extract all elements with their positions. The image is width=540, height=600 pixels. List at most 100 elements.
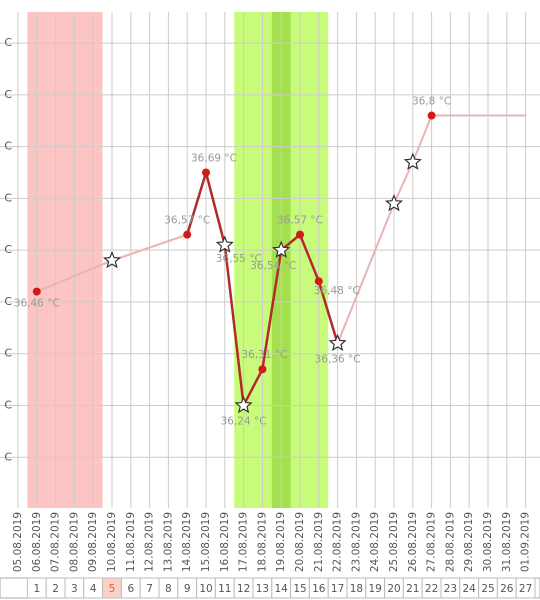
- x-tick-label: 20.08.2019: [294, 512, 306, 572]
- line-segment: [261, 249, 283, 370]
- line-segment: [204, 172, 227, 246]
- day-cell: 13: [256, 583, 269, 595]
- day-cell: 6: [127, 583, 134, 595]
- value-label: 36,57 °C: [164, 215, 210, 227]
- data-point: [258, 365, 267, 374]
- y-tick-label: C: [4, 243, 12, 256]
- day-cell: 2: [52, 583, 59, 595]
- day-cell: 5: [109, 583, 116, 595]
- data-point: [202, 168, 210, 177]
- day-cell: 24: [463, 583, 477, 595]
- y-tick-label: C: [4, 398, 12, 411]
- data-point-star: [234, 395, 253, 414]
- day-cell-box: [515, 577, 536, 599]
- data-point: [32, 287, 41, 296]
- phase-band: [27, 12, 103, 508]
- x-tick-label: 22.08.2019: [332, 512, 344, 572]
- line-segment: [36, 259, 113, 293]
- day-cell: 3: [71, 583, 78, 595]
- y-tick-label: C: [4, 191, 12, 204]
- day-cell: 4: [90, 583, 97, 595]
- day-cell: 8: [165, 583, 172, 595]
- day-cell: 19: [369, 583, 382, 595]
- value-label: 36,55 °C: [216, 253, 262, 265]
- data-point-star: [272, 240, 291, 258]
- day-cell: 11: [218, 583, 231, 595]
- day-cell: 22: [425, 583, 438, 595]
- data-point-star: [215, 235, 234, 253]
- x-tick-label: 26.08.2019: [407, 512, 419, 572]
- x-tick-label: 01.09.2019: [520, 512, 532, 572]
- y-tick-label: C: [4, 347, 12, 360]
- x-tick-label: 19.08.2019: [275, 512, 287, 572]
- day-cell: 26: [500, 583, 514, 595]
- day-cell: 23: [444, 583, 457, 595]
- day-cell: 20: [387, 583, 400, 595]
- x-tick-label: 21.08.2019: [313, 512, 325, 572]
- x-tick-label: 10.08.2019: [106, 512, 118, 572]
- x-tick-label: 11.08.2019: [125, 512, 137, 572]
- line-segment: [111, 233, 188, 262]
- y-tick-label: C: [4, 140, 12, 153]
- x-tick-label: 08.08.2019: [68, 512, 80, 572]
- value-label: 36,46 °C: [14, 298, 60, 310]
- x-tick-label: 07.08.2019: [50, 512, 62, 572]
- data-point-star: [328, 333, 347, 352]
- x-tick-label: 15.08.2019: [200, 512, 212, 572]
- value-label: 36,31 °C: [241, 349, 287, 361]
- day-cell: 16: [312, 583, 326, 595]
- day-cell: 1: [33, 583, 40, 595]
- line-segment: [393, 161, 414, 204]
- line-segment: [298, 234, 320, 282]
- day-cell: 17: [331, 583, 344, 595]
- x-tick-label: 25.08.2019: [388, 512, 400, 572]
- y-tick-label: C: [4, 36, 12, 49]
- x-tick-label: 18.08.2019: [256, 512, 268, 572]
- day-cell: 12: [237, 583, 250, 595]
- data-point: [183, 230, 192, 239]
- x-tick-label: 16.08.2019: [219, 512, 231, 572]
- x-tick-label: 29.08.2019: [463, 512, 475, 572]
- day-cell: 25: [481, 583, 494, 595]
- line-segment: [223, 244, 245, 406]
- value-label: 36,36 °C: [315, 353, 361, 365]
- x-tick-label: 31.08.2019: [501, 512, 513, 572]
- data-point-star: [403, 152, 422, 170]
- day-cell: 7: [146, 583, 153, 595]
- day-cell: 9: [184, 583, 191, 595]
- data-point: [427, 111, 436, 120]
- value-label: 36,48 °C: [314, 285, 360, 297]
- day-cell: 10: [199, 583, 212, 595]
- value-label: 36,54 °C: [250, 260, 296, 272]
- line-segment: [336, 203, 395, 344]
- x-tick-label: 23.08.2019: [350, 512, 362, 572]
- day-cell: 21: [406, 583, 419, 595]
- value-label: 36,69 °C: [191, 153, 237, 165]
- x-tick-label: 09.08.2019: [87, 512, 99, 572]
- line-segment: [317, 280, 339, 344]
- x-tick-label: 13.08.2019: [162, 512, 174, 572]
- x-tick-label: 24.08.2019: [369, 512, 381, 572]
- y-tick-label: C: [4, 88, 12, 101]
- day-cell: 15: [293, 583, 306, 595]
- line-segment: [242, 368, 264, 407]
- line-segment: [411, 115, 433, 163]
- line-segment: [186, 172, 208, 235]
- x-tick-label: 28.08.2019: [444, 512, 456, 572]
- x-tick-label: 17.08.2019: [238, 512, 250, 572]
- x-tick-label: 27.08.2019: [426, 512, 438, 572]
- value-label: 36,24 °C: [221, 415, 267, 427]
- day-cell: 27: [519, 583, 532, 595]
- day-cell: 18: [350, 583, 363, 595]
- x-tick-label: 14.08.2019: [181, 512, 193, 572]
- value-label: 36,8 °C: [412, 96, 451, 108]
- y-tick-label: C: [4, 450, 12, 463]
- day-cell: 14: [275, 583, 289, 595]
- x-tick-label: 30.08.2019: [482, 512, 494, 572]
- x-tick-label: 05.08.2019: [12, 512, 24, 572]
- data-point: [314, 277, 323, 286]
- x-tick-label: 12.08.2019: [144, 512, 156, 572]
- x-tick-label: 06.08.2019: [31, 512, 43, 572]
- y-tick-label: C: [4, 295, 12, 308]
